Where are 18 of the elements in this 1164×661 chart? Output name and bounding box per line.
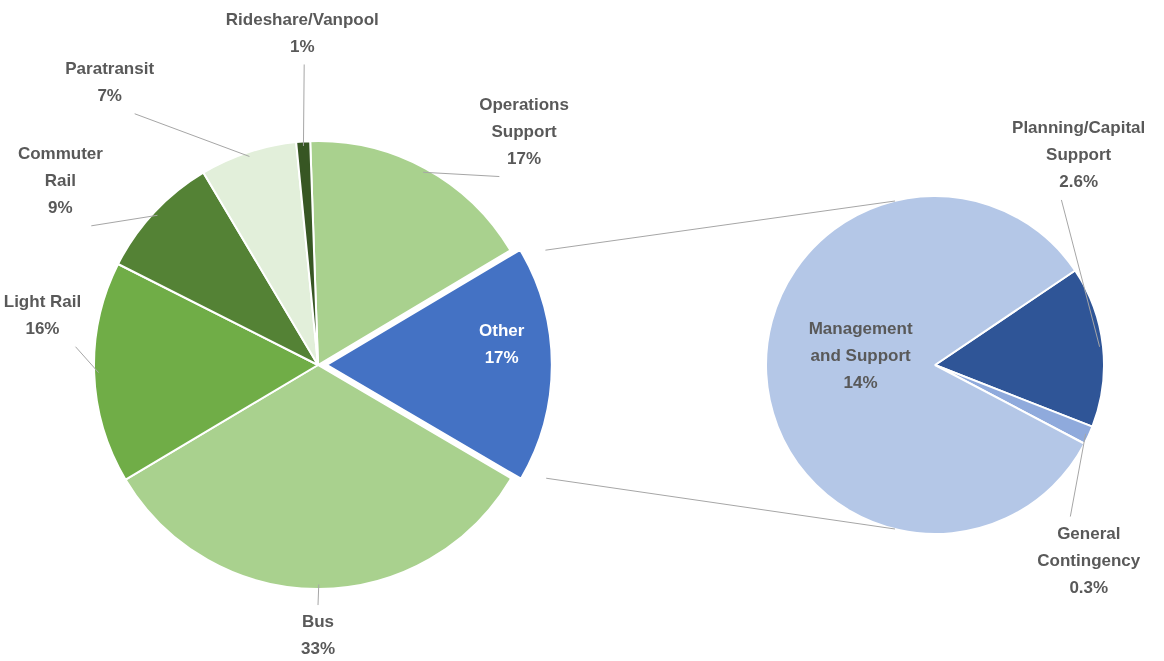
- slice-label: Rideshare/Vanpool: [225, 9, 379, 29]
- data-label: 1%: [290, 36, 315, 56]
- slice-label: General Contingency: [1037, 523, 1141, 570]
- data-label: 33%: [300, 639, 336, 659]
- slice-label: Operations Support: [479, 94, 569, 141]
- data-label: 17%: [484, 348, 519, 368]
- slice-label: Paratransit: [65, 58, 155, 78]
- data-label: 17%: [507, 148, 542, 168]
- slice-label: Bus: [301, 612, 335, 632]
- data-label: 9%: [48, 198, 73, 218]
- data-label: 7%: [97, 85, 122, 105]
- slice-label: Commuter Rail: [17, 144, 104, 191]
- data-label: 16%: [25, 318, 60, 338]
- slice-label: Other: [479, 321, 525, 341]
- slice-label: Light Rail: [3, 291, 82, 311]
- data-label: 0.3%: [1069, 577, 1109, 597]
- slice-label: Planning/Capital Support: [1012, 118, 1146, 165]
- data-label: 2.6%: [1059, 172, 1099, 192]
